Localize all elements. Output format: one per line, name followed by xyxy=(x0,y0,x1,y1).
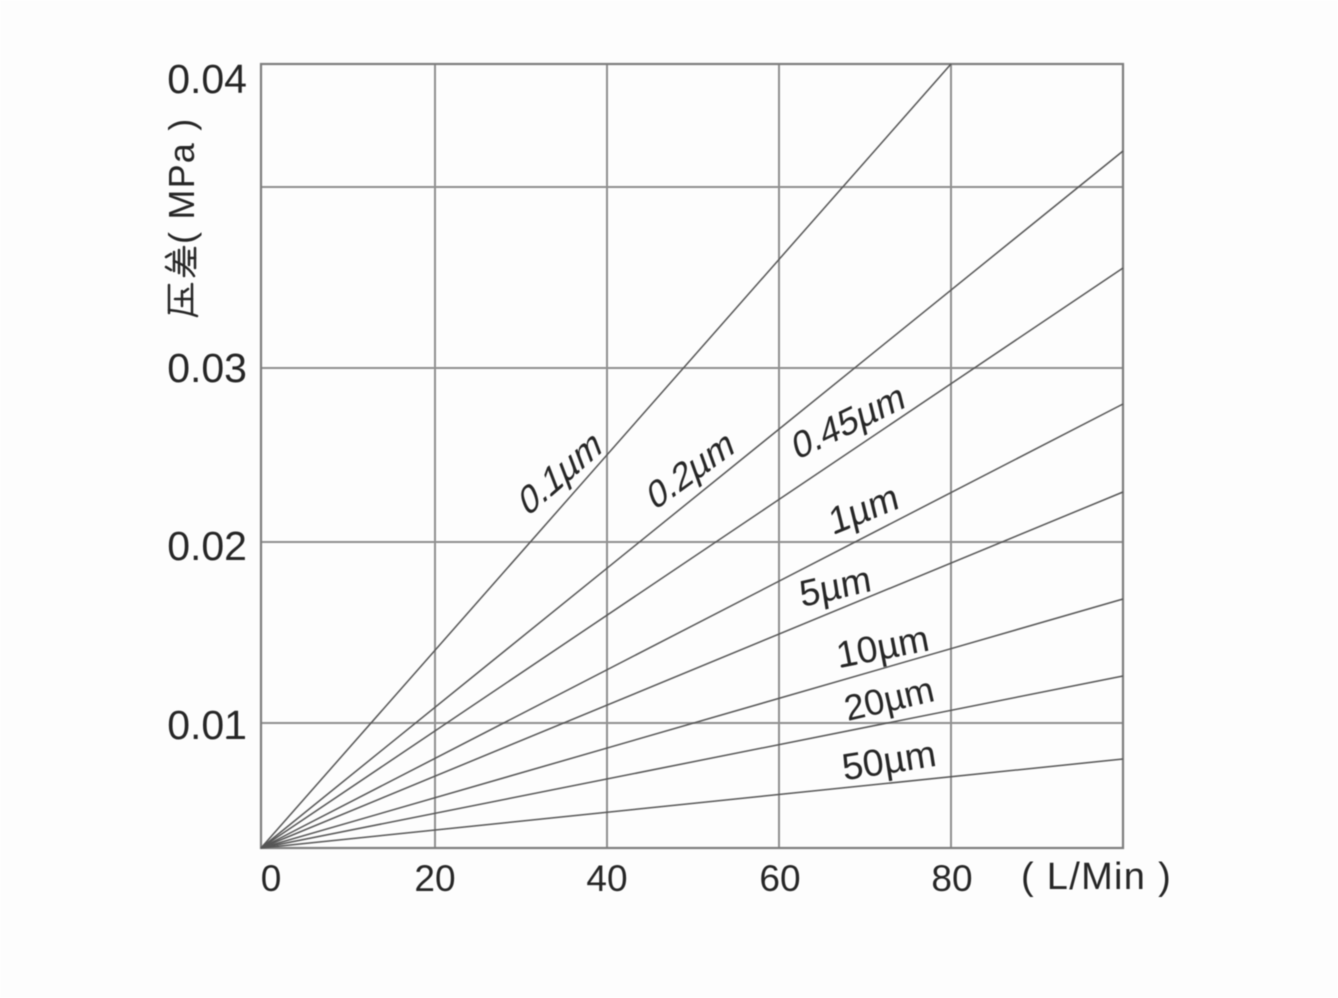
svg-text:0.04: 0.04 xyxy=(167,56,247,102)
svg-text:0.01: 0.01 xyxy=(167,702,247,748)
svg-text:0: 0 xyxy=(261,858,282,899)
svg-text:0.03: 0.03 xyxy=(167,345,247,391)
svg-text:80: 80 xyxy=(931,858,972,899)
svg-text:20: 20 xyxy=(414,858,455,899)
svg-text:60: 60 xyxy=(759,858,800,899)
svg-text:( L/Min ): ( L/Min ) xyxy=(1021,856,1172,898)
svg-text:( MPa ): ( MPa ) xyxy=(161,118,202,244)
svg-text:40: 40 xyxy=(586,858,627,899)
svg-text:0.02: 0.02 xyxy=(167,523,247,569)
